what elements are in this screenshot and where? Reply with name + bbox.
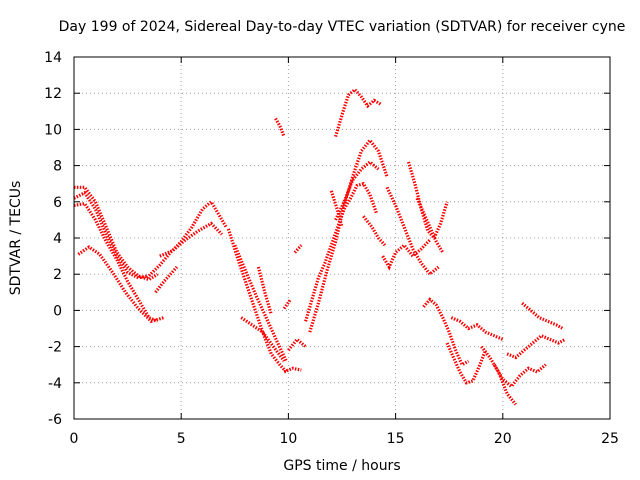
x-tick-label: 5 bbox=[177, 431, 186, 447]
y-tick-label: -4 bbox=[48, 376, 62, 392]
series-trace-f bbox=[159, 221, 224, 258]
series-trace-h bbox=[226, 228, 288, 373]
x-axis-label: GPS time / hours bbox=[283, 458, 400, 474]
series-trace-n bbox=[282, 298, 292, 310]
series-trace-t bbox=[334, 87, 382, 138]
series-trace-w bbox=[381, 238, 432, 271]
series-trace-a bbox=[74, 185, 159, 282]
series-trace-o bbox=[287, 337, 307, 352]
series-trace-e bbox=[145, 199, 228, 279]
series-trace-ae bbox=[492, 363, 547, 389]
series-trace-p bbox=[293, 244, 303, 254]
series-trace-y bbox=[406, 161, 449, 241]
y-tick-label: 2 bbox=[53, 267, 62, 283]
series-trace-af bbox=[506, 333, 566, 360]
y-tick-label: -2 bbox=[48, 340, 62, 356]
y-tick-label: 8 bbox=[53, 159, 62, 175]
series-trace-s bbox=[334, 159, 380, 221]
x-tick-label: 20 bbox=[494, 431, 512, 447]
series-trace-i bbox=[233, 244, 288, 362]
y-tick-label: -6 bbox=[48, 412, 62, 428]
x-tick-labels: 0 5 10 15 20 25 bbox=[70, 431, 619, 447]
series-trace-q bbox=[304, 181, 378, 322]
y-tick-label: 14 bbox=[44, 50, 62, 66]
x-tick-label: 0 bbox=[70, 431, 79, 447]
series-trace-ag bbox=[521, 301, 564, 330]
y-tick-label: 4 bbox=[53, 231, 62, 247]
y-tick-label: 6 bbox=[53, 195, 62, 211]
series-trace-z bbox=[415, 197, 445, 254]
data-traces bbox=[73, 87, 566, 406]
series-trace-x bbox=[385, 186, 440, 277]
series-trace-b bbox=[73, 190, 148, 280]
series-trace-g bbox=[154, 265, 179, 294]
x-tick-label: 25 bbox=[601, 431, 619, 447]
series-trace-d bbox=[77, 245, 165, 324]
y-axis-label: SDTVAR / TECUs bbox=[8, 181, 24, 296]
x-tick-label: 15 bbox=[387, 431, 405, 447]
series-trace-j bbox=[240, 316, 286, 363]
series-trace-u bbox=[329, 190, 344, 228]
y-tick-label: 12 bbox=[44, 86, 62, 102]
series-trace-v bbox=[362, 215, 387, 247]
axis-ticks bbox=[73, 56, 611, 420]
series-trace-ab bbox=[445, 342, 488, 385]
x-tick-label: 10 bbox=[279, 431, 297, 447]
series-trace-m bbox=[283, 366, 302, 374]
y-tick-label: 10 bbox=[44, 122, 62, 138]
series-trace-aa bbox=[422, 297, 470, 367]
gridlines bbox=[74, 57, 610, 419]
series-trace-r bbox=[308, 137, 389, 333]
chart-title: Day 199 of 2024, Sidereal Day-to-day VTE… bbox=[59, 19, 626, 35]
series-trace-k bbox=[256, 266, 273, 315]
series-trace-c bbox=[73, 201, 159, 323]
series-trace-ad bbox=[480, 345, 517, 406]
y-tick-labels: -6 -4 -2 0 2 4 6 8 10 12 14 bbox=[44, 50, 62, 428]
y-tick-label: 0 bbox=[53, 303, 62, 319]
series-trace-l bbox=[274, 117, 286, 138]
series-trace-ac bbox=[450, 316, 504, 341]
